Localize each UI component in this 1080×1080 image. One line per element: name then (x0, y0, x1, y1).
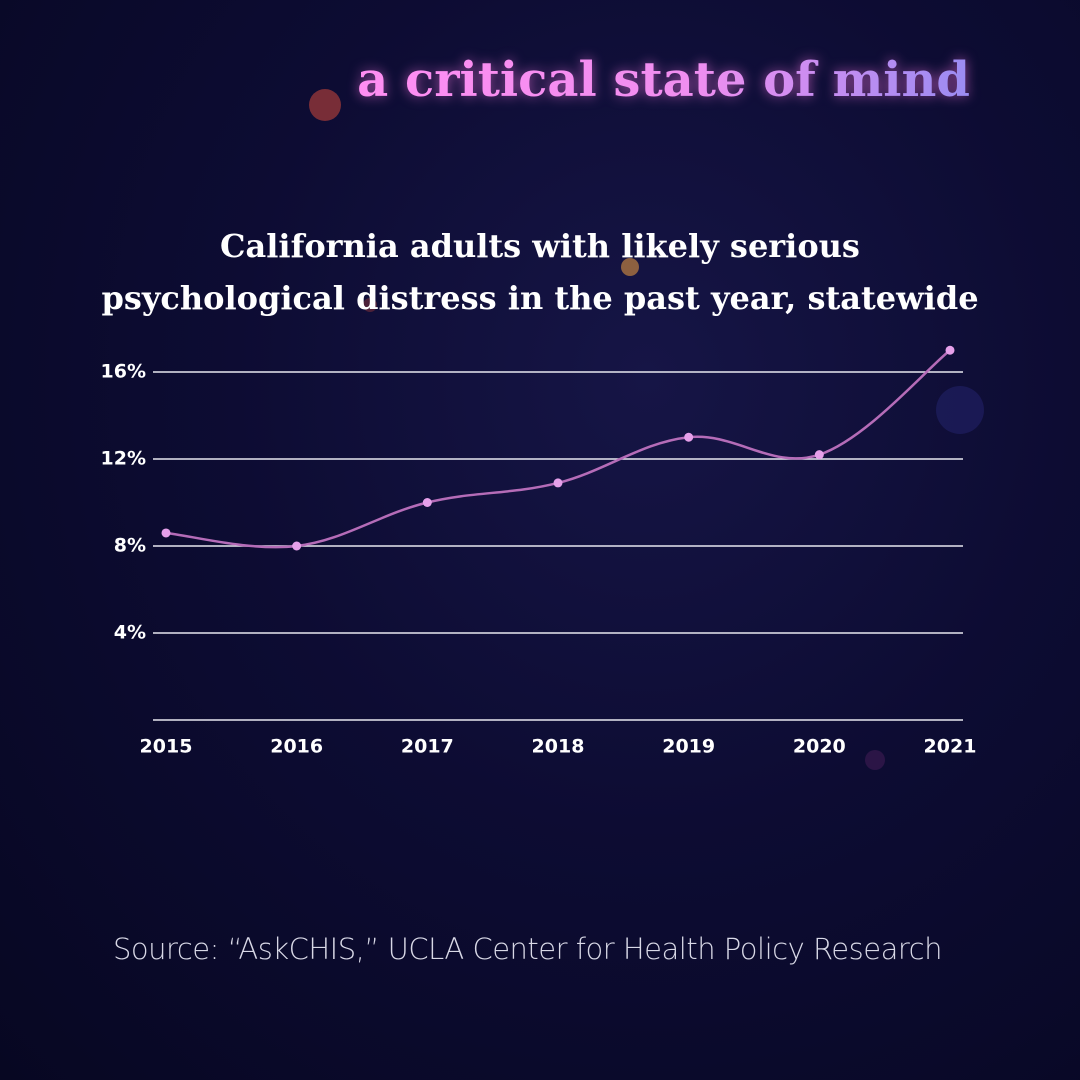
x-tick-label: 2017 (401, 736, 454, 758)
y-tick-label: 16% (101, 361, 146, 383)
x-tick-label: 2016 (270, 736, 323, 758)
data-point (814, 450, 824, 460)
decor-glow (309, 89, 341, 121)
chart-title: California adults with likely serious ps… (101, 227, 979, 317)
x-tick-label: 2018 (532, 736, 585, 758)
series-line (165, 349, 951, 549)
data-point (422, 498, 432, 507)
x-tick-label: 2021 (924, 736, 977, 758)
x-tick-label: 2015 (140, 736, 193, 758)
data-point (292, 541, 302, 551)
decor-glow (865, 750, 885, 770)
y-tick-label: 8% (114, 535, 146, 557)
x-tick-label: 2019 (662, 736, 715, 758)
decor-glow (363, 298, 377, 312)
data-point (945, 345, 955, 355)
decor-glow (621, 258, 639, 276)
decor-glow (936, 386, 984, 434)
brand-title: a critical state of mind (357, 52, 970, 108)
data-point (161, 528, 171, 538)
data-point (553, 478, 563, 488)
data-point (684, 432, 694, 442)
y-tick-label: 12% (101, 448, 146, 470)
y-tick-label: 4% (114, 622, 146, 644)
source-note: Source: “AskCHIS,” UCLA Center for Healt… (113, 932, 942, 966)
x-tick-label: 2020 (793, 736, 846, 758)
